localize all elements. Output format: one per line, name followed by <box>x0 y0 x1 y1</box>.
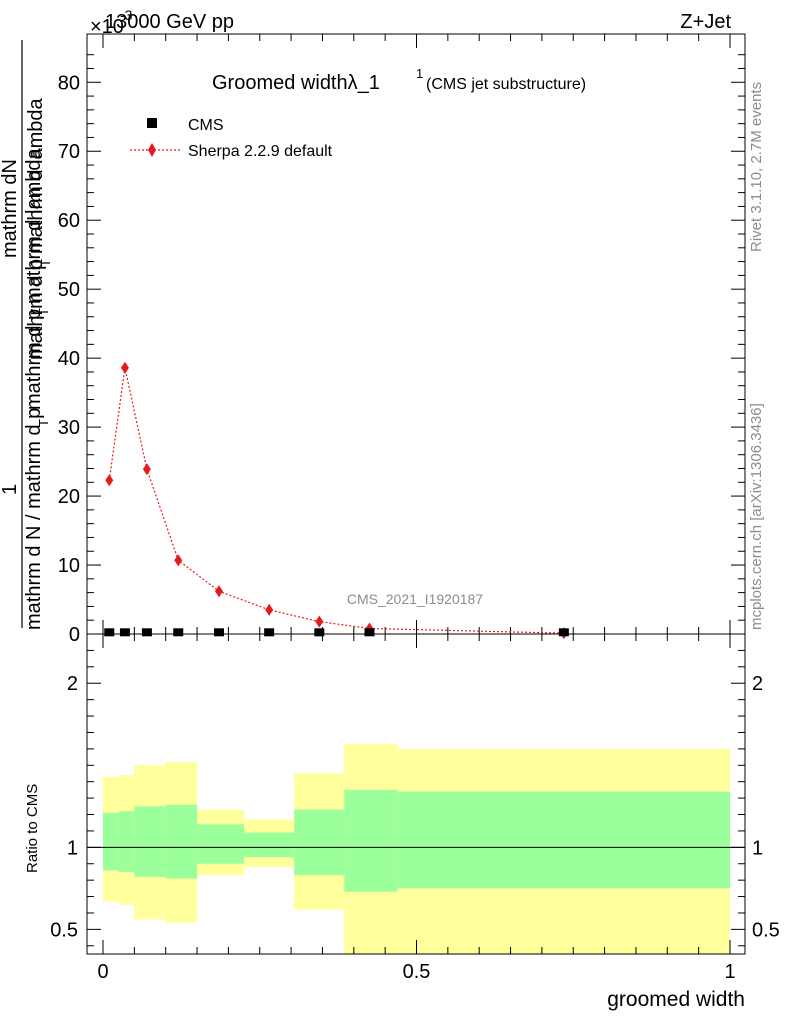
ylabel-bottom-a: mathrm d N / mathrm d p <box>23 408 45 630</box>
y-tick-label-4: 40 <box>58 348 80 370</box>
ratio-tick-label-right-0: 0.5 <box>752 919 780 941</box>
ratio-bands <box>103 743 730 954</box>
ratio-band-inner-5 <box>244 832 295 858</box>
x-tick-label-1: 0.5 <box>403 961 431 983</box>
cms-point-6 <box>314 628 325 637</box>
mcplots-label-group: mcplots.cern.ch [arXiv:1306.3436] <box>748 403 765 630</box>
energy-label: 13000 GeV pp <box>105 11 234 33</box>
sherpa-point-2 <box>142 463 151 476</box>
ratio-band-inner-7 <box>344 789 398 892</box>
ratio-band-inner-2 <box>134 806 166 877</box>
exponent-sup: -3 <box>120 7 133 23</box>
cms-point-7 <box>364 628 375 637</box>
ylabel-top-mid-sub: T <box>38 259 53 267</box>
ylabel-bottom-end: mathrm d lambda <box>23 148 45 304</box>
rivet-label: Rivet 3.1.10, 2.7M events <box>748 82 765 252</box>
mcplots-label: mcplots.cern.ch [arXiv:1306.3436] <box>748 403 765 630</box>
ratio-tick-label-left-2: 2 <box>67 673 78 695</box>
sherpa-points <box>105 361 568 640</box>
cms-point-8 <box>558 628 569 637</box>
sherpa-point-1 <box>120 361 129 374</box>
rivet-label-group: Rivet 3.1.10, 2.7M events <box>748 82 765 252</box>
legend-cms-marker <box>147 118 157 128</box>
x-axis-label: groomed width <box>607 988 745 1011</box>
ratio-band-inner-3 <box>165 804 198 879</box>
ylabel-top-mid-tail: mathrm d lambda <box>25 98 47 254</box>
y-tick-label-1: 10 <box>58 555 80 577</box>
y-tick-label-6: 60 <box>58 210 80 232</box>
main-frame <box>86 33 746 635</box>
ratio-tick-label-right-1: 1 <box>752 837 763 859</box>
ratio-ylabel-group: Ratio to CMS <box>24 784 41 873</box>
ylabel-top-denominator-group: mathrm d p T mathrm d lambda <box>25 98 53 360</box>
y-tick-label-5: 50 <box>58 279 80 301</box>
cms-point-4 <box>213 628 224 637</box>
y-tick-label-2: 20 <box>58 486 80 508</box>
sherpa-line <box>108 367 564 634</box>
sherpa-point-4 <box>214 585 223 598</box>
sherpa-point-0 <box>105 474 114 487</box>
ylabel-top-mid: mathrm d p <box>25 259 47 360</box>
ratio-band-inner-0 <box>103 812 119 871</box>
legend-cms-label: CMS <box>188 117 224 134</box>
sherpa-point-6 <box>315 615 324 628</box>
x-tick-label-2: 1 <box>724 961 735 983</box>
ylabel-bottom-tail: mathrm d p <box>23 309 45 410</box>
exponent-label: ×10 <box>90 16 124 38</box>
ylabel-one-group: 1 <box>0 484 21 495</box>
cms-point-2 <box>141 628 152 637</box>
legend-sherpa-marker <box>148 143 156 157</box>
ratio-tick-label-right-2: 2 <box>752 673 763 695</box>
ylabel-bottom-sub2: T <box>36 308 51 316</box>
ratio-tick-label-left-0: 0.5 <box>50 919 78 941</box>
ylabel-bottom-sub: T <box>36 419 51 427</box>
cms-points <box>104 628 569 637</box>
y-tick-label-0: 0 <box>69 624 80 646</box>
cms-point-0 <box>104 628 115 637</box>
ratio-band-inner-1 <box>118 811 135 872</box>
y-tick-label-3: 30 <box>58 417 80 439</box>
ratio-band-inner-6 <box>294 809 345 876</box>
cms-point-1 <box>119 628 130 637</box>
plot-title-sup: 1 <box>416 66 423 81</box>
legend-sherpa-label: Sherpa 2.2.9 default <box>188 143 333 160</box>
ratio-band-inner-8 <box>397 791 730 889</box>
ratio-tick-label-left-1: 1 <box>67 837 78 859</box>
ylabel-top-numerator: mathrm dN <box>0 159 21 258</box>
sherpa-point-5 <box>265 603 274 616</box>
process-label: Z+Jet <box>680 11 731 33</box>
ylabel-one: 1 <box>0 484 21 495</box>
ratio-band-inner-4 <box>197 824 245 864</box>
analysis-watermark: CMS_2021_I1920187 <box>347 591 483 607</box>
x-tick-label-0: 0 <box>97 961 108 983</box>
cms-point-3 <box>173 628 184 637</box>
y-tick-label-8: 80 <box>58 72 80 94</box>
sherpa-polyline <box>108 367 564 634</box>
y-tick-label-7: 70 <box>58 141 80 163</box>
sherpa-point-3 <box>174 554 183 567</box>
plot-title: Groomed widthλ_1 <box>212 72 380 94</box>
plot-title-suffix: (CMS jet substructure) <box>426 76 586 93</box>
ratio-ylabel: Ratio to CMS <box>24 784 41 873</box>
ylabel-top-numerator-group: mathrm dN <box>0 159 21 258</box>
cms-point-5 <box>264 628 275 637</box>
y-axis-label-bottom: mathrm d N / mathrm d p T <box>23 408 51 630</box>
y-axis-label-bottom-tail: mathrm d p T mathrm d lambda <box>23 148 51 410</box>
